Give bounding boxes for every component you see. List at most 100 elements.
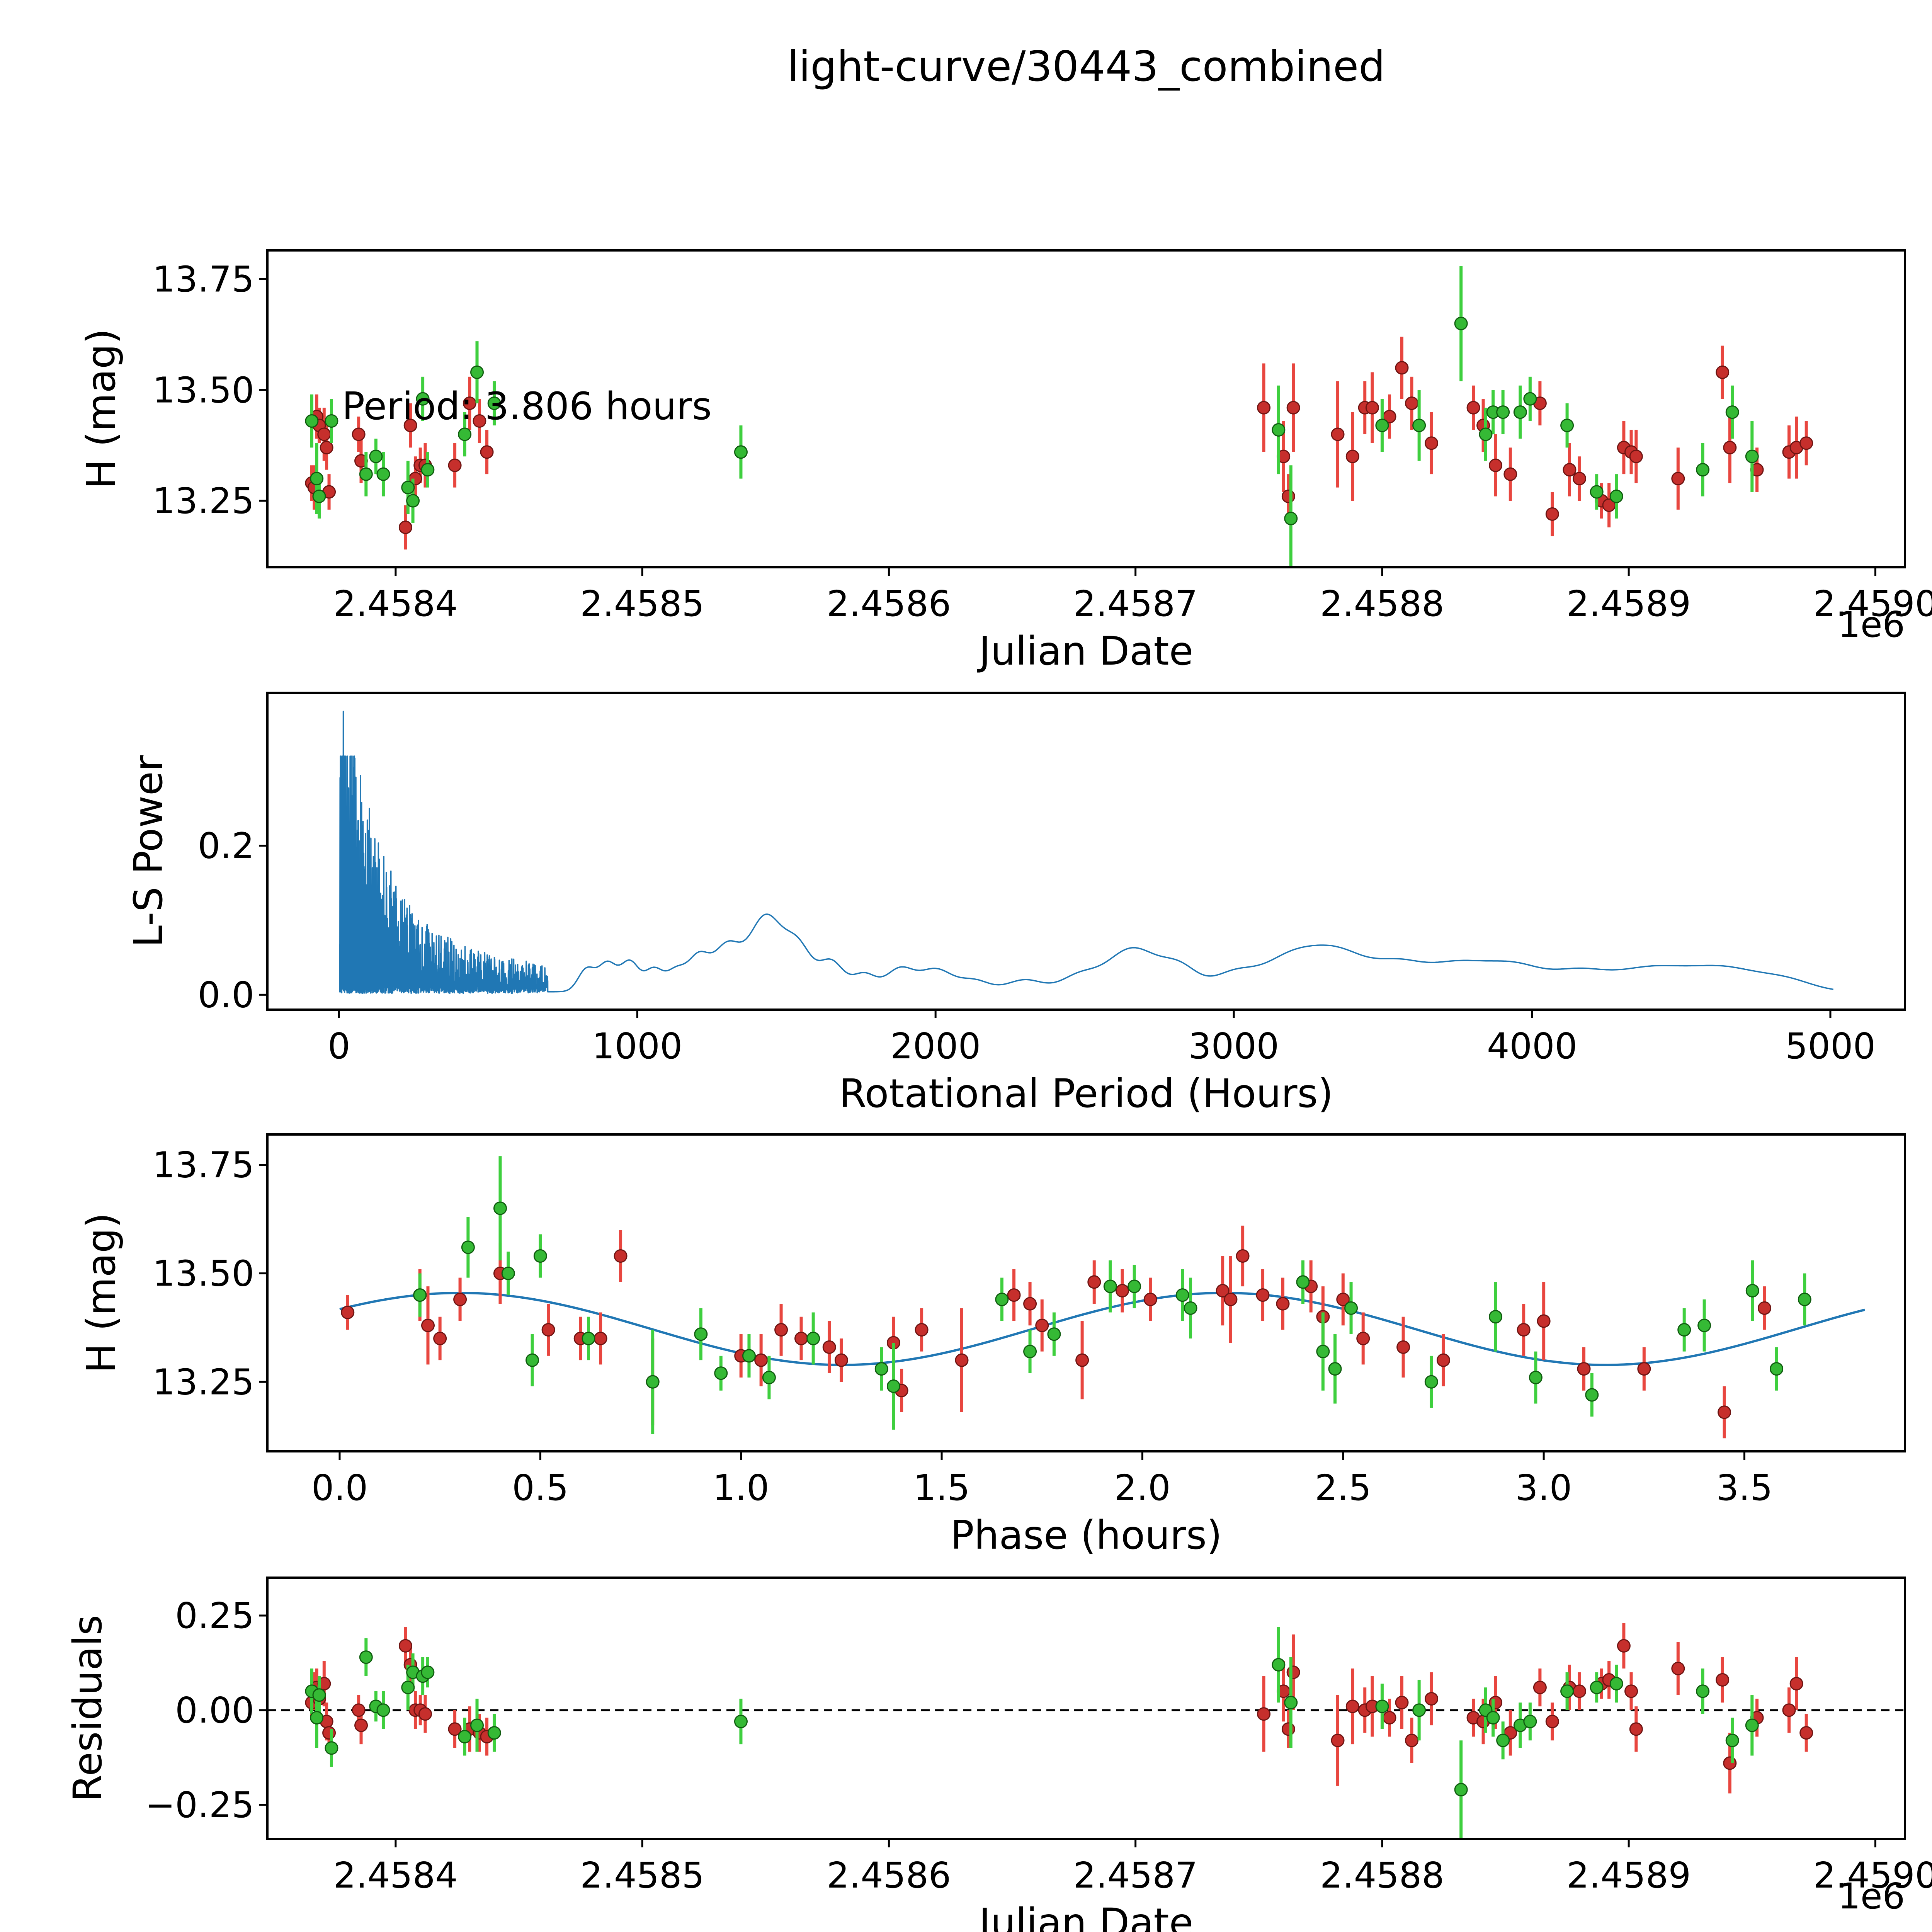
data-point <box>1284 512 1298 526</box>
series-red-markers <box>305 361 1813 534</box>
data-point <box>1609 1677 1623 1690</box>
data-point <box>1799 436 1813 450</box>
data-point <box>448 1722 462 1736</box>
data-point <box>594 1332 607 1345</box>
data-point <box>1624 1684 1638 1698</box>
x-tick-label: 2.4585 <box>580 1855 704 1896</box>
data-point <box>1560 418 1574 432</box>
data-point <box>1716 1673 1730 1687</box>
data-point <box>305 414 319 428</box>
y-tick-label: 13.25 <box>153 1361 254 1403</box>
y-tick-label: −0.25 <box>145 1784 254 1826</box>
x-tick-label: 0.5 <box>512 1467 568 1509</box>
data-point <box>1128 1279 1141 1293</box>
series-green-markers <box>413 1201 1811 1402</box>
data-point <box>1573 472 1587 486</box>
data-point <box>774 1323 788 1337</box>
data-point <box>1436 1353 1450 1367</box>
x-tick-label: 3.0 <box>1515 1467 1572 1509</box>
data-point <box>1405 396 1418 410</box>
x-offset-label: 1e6 <box>1838 604 1905 645</box>
data-point <box>493 1201 507 1215</box>
data-point <box>1331 427 1345 441</box>
period-annotation: Period: 3.806 hours <box>342 384 712 429</box>
x-tick-label: 1.0 <box>713 1467 769 1509</box>
data-point <box>1286 401 1300 415</box>
data-point <box>1375 418 1389 432</box>
data-point <box>325 414 338 428</box>
data-point <box>646 1375 660 1389</box>
data-point <box>1745 449 1759 463</box>
x-axis-label: Phase (hours) <box>950 1512 1222 1558</box>
data-point <box>1281 1722 1295 1736</box>
y-tick-label: 0.0 <box>198 974 254 1015</box>
data-point <box>1328 1362 1342 1376</box>
data-point <box>354 1718 368 1732</box>
data-point <box>1523 392 1537 406</box>
data-point <box>1723 1756 1737 1770</box>
data-point <box>614 1249 628 1263</box>
data-point <box>1479 427 1493 441</box>
y-axis-label: H (mag) <box>78 1213 124 1373</box>
data-point <box>1284 1696 1298 1709</box>
data-point <box>1496 1733 1510 1747</box>
panel-phase-data <box>339 1156 1865 1439</box>
data-point <box>762 1371 776 1384</box>
data-point <box>582 1332 595 1345</box>
data-point <box>1344 1301 1358 1315</box>
data-point <box>1425 1692 1439 1706</box>
data-point <box>886 1379 900 1393</box>
data-point <box>421 463 435 477</box>
data-point <box>1577 1362 1591 1376</box>
x-tick-label: 2.4586 <box>827 1855 951 1896</box>
data-point <box>487 396 501 410</box>
x-tick-label: 2.4587 <box>1073 1855 1198 1896</box>
data-point <box>1697 1318 1711 1332</box>
x-tick-label: 4000 <box>1487 1026 1577 1067</box>
series-green-markers <box>305 1650 1759 1797</box>
data-point <box>1345 1699 1359 1713</box>
y-tick-label: 13.75 <box>153 259 254 300</box>
data-point <box>1296 1275 1310 1289</box>
data-point <box>1236 1249 1250 1263</box>
y-tick-label: 0.25 <box>175 1595 254 1636</box>
data-point <box>742 1349 756 1363</box>
data-point <box>1782 1703 1796 1717</box>
panel-residuals-data <box>267 1623 1905 1839</box>
data-point <box>1424 1375 1438 1389</box>
data-point <box>501 1266 515 1280</box>
x-axis-label: Julian Date <box>977 1900 1194 1932</box>
x-tick-label: 5000 <box>1785 1026 1876 1067</box>
periodogram-line <box>339 711 1834 994</box>
data-point <box>1696 463 1710 477</box>
data-point <box>403 418 417 432</box>
x-tick-label: 2.0 <box>1114 1467 1170 1509</box>
data-point <box>1716 365 1730 379</box>
data-point <box>1224 1293 1238 1306</box>
data-point <box>325 1741 338 1755</box>
data-point <box>1356 1332 1370 1345</box>
x-tick-label: 2.4586 <box>827 583 951 624</box>
data-point <box>1281 490 1295 503</box>
data-point <box>1405 1733 1418 1747</box>
data-point <box>401 481 415 495</box>
data-point <box>1789 1677 1803 1690</box>
data-point <box>352 427 366 441</box>
panel-phase-axes: 0.0 0.5 1.0 1.5 2.0 2.5 3.0 3.5 13.25 13.50 13.75 P… <box>78 1133 1906 1558</box>
data-point <box>1637 1362 1651 1376</box>
data-point <box>487 1726 501 1740</box>
x-tick-label: 2.4584 <box>333 583 458 624</box>
data-point <box>376 1703 390 1717</box>
axes-frame <box>266 249 1906 568</box>
data-point <box>1286 1665 1300 1679</box>
data-point <box>470 1718 484 1732</box>
x-tick-label: 0 <box>328 1026 350 1067</box>
data-point <box>310 472 324 486</box>
y-tick-label: 13.75 <box>153 1145 254 1186</box>
data-point <box>1533 1680 1547 1694</box>
data-point <box>1629 1722 1643 1736</box>
series-red-errorbars <box>310 337 1808 550</box>
data-point <box>955 1353 969 1367</box>
data-point <box>1316 1345 1330 1359</box>
x-tick-label: 2.4590 <box>1813 1855 1932 1896</box>
